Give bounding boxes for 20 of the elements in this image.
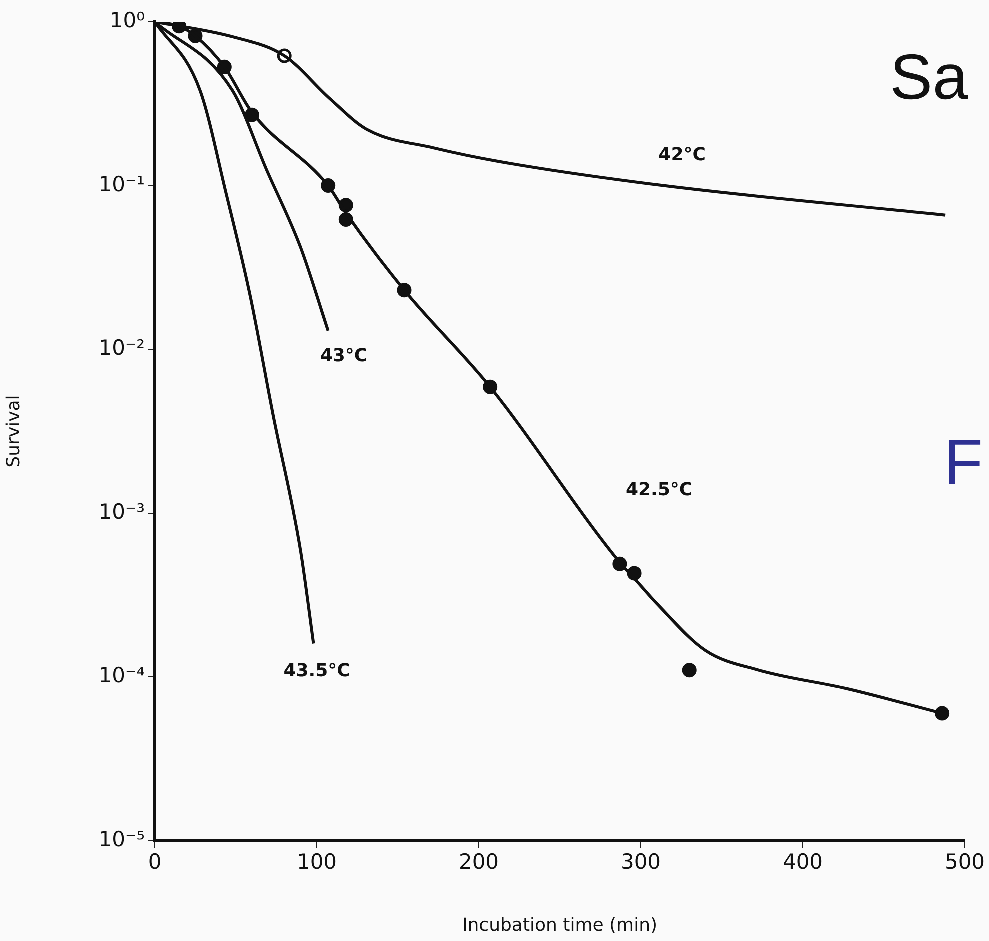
x-tick-label: 500 <box>944 850 986 874</box>
x-tick-label: 200 <box>458 850 500 874</box>
y-tick-label: 10⁻⁴ <box>98 664 145 688</box>
y-tick-label: 10⁰ <box>110 8 145 32</box>
series-label: 42°C <box>658 144 706 166</box>
y-tick-label: 10⁻⁵ <box>98 827 145 852</box>
text: 42.5°C <box>626 479 693 500</box>
x-tick-label: 400 <box>782 850 824 874</box>
annotation: F <box>944 425 984 499</box>
y-axis-title: Survival <box>3 395 24 468</box>
series-label: 43°C <box>320 346 368 367</box>
series-label: 43.5°C <box>284 660 350 682</box>
x-tick-label: 100 <box>296 850 338 874</box>
annotation: Sa <box>890 40 968 114</box>
y-tick-label: 10⁻² <box>98 336 145 360</box>
y-tick-label: 10⁻³ <box>98 500 145 524</box>
x-tick-label: 0 <box>148 850 162 874</box>
x-tick-label: 300 <box>620 850 662 874</box>
x-axis-title: Incubation time (min) <box>462 914 658 936</box>
y-tick-label: 10⁻¹ <box>98 172 145 196</box>
